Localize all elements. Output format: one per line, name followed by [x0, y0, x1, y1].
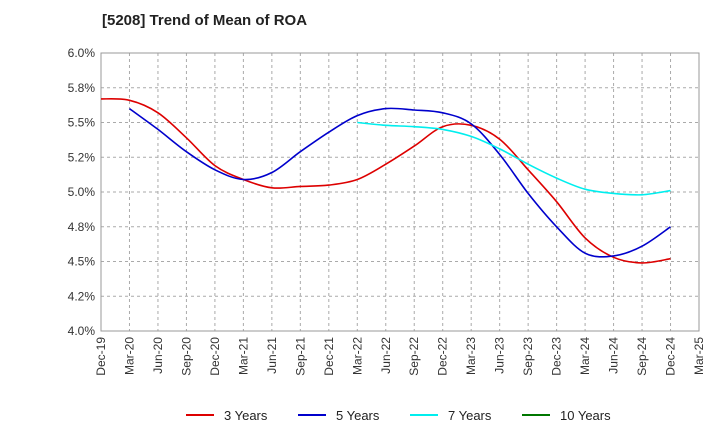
y-tick-label: 4.0%	[68, 324, 96, 338]
legend-label-7-years: 7 Years	[448, 408, 492, 423]
y-tick-label: 5.8%	[68, 81, 96, 95]
legend-label-3-years: 3 Years	[224, 408, 268, 423]
x-tick-label: Mar-21	[236, 337, 250, 375]
x-tick-label: Mar-24	[578, 337, 592, 375]
x-tick-label: Sep-21	[293, 337, 307, 376]
x-tick-label: Sep-23	[521, 337, 535, 376]
grid	[100, 52, 700, 332]
plot-area	[100, 52, 700, 332]
x-tick-label: Dec-23	[550, 337, 564, 376]
legend-label-10-years: 10 Years	[560, 408, 611, 423]
x-tick-label: Sep-20	[179, 337, 193, 376]
y-tick-label: 6.0%	[68, 46, 96, 60]
y-tick-label: 4.2%	[68, 289, 96, 303]
series-line-7-years	[357, 121, 671, 196]
x-tick-label: Jun-22	[379, 337, 393, 374]
y-tick-label: 5.5%	[68, 116, 96, 130]
chart-title: [5208] Trend of Mean of ROA	[102, 12, 307, 29]
x-tick-label: Dec-19	[94, 337, 108, 376]
x-tick-label: Dec-22	[436, 337, 450, 376]
y-tick-label: 4.5%	[68, 255, 96, 269]
series-line-3-years	[100, 97, 671, 264]
x-tick-label: Jun-24	[607, 337, 621, 374]
x-tick-label: Dec-20	[208, 337, 222, 376]
x-tick-label: Sep-24	[635, 337, 649, 376]
y-tick-label: 5.0%	[68, 185, 96, 199]
y-tick-label: 4.8%	[68, 220, 96, 234]
x-tick-label: Mar-23	[464, 337, 478, 375]
legend-label-5-years: 5 Years	[336, 408, 380, 423]
y-axis: 4.0% 4.2% 4.5% 4.8% 5.0% 5.2% 5.5% 5.8% 6.0%	[68, 46, 96, 338]
x-tick-label: Dec-21	[322, 337, 336, 376]
x-tick-label: Jun-21	[265, 337, 279, 374]
series-lines	[100, 97, 671, 264]
y-tick-label: 5.2%	[68, 150, 96, 164]
x-tick-label: Dec-24	[664, 337, 678, 376]
x-tick-label: Jun-23	[493, 337, 507, 374]
x-tick-label: Jun-20	[151, 337, 165, 374]
x-tick-label: Mar-25	[692, 337, 706, 375]
x-tick-label: Sep-22	[407, 337, 421, 376]
series-line-5-years	[129, 107, 671, 258]
x-axis: Dec-19 Mar-20 Jun-20 Sep-20 Dec-20 Mar-21 Jun-…	[94, 337, 706, 376]
x-tick-label: Mar-20	[122, 337, 136, 375]
legend: 3 Years 5 Years 7 Years 10 Years	[186, 408, 611, 423]
x-tick-label: Mar-22	[350, 337, 364, 375]
